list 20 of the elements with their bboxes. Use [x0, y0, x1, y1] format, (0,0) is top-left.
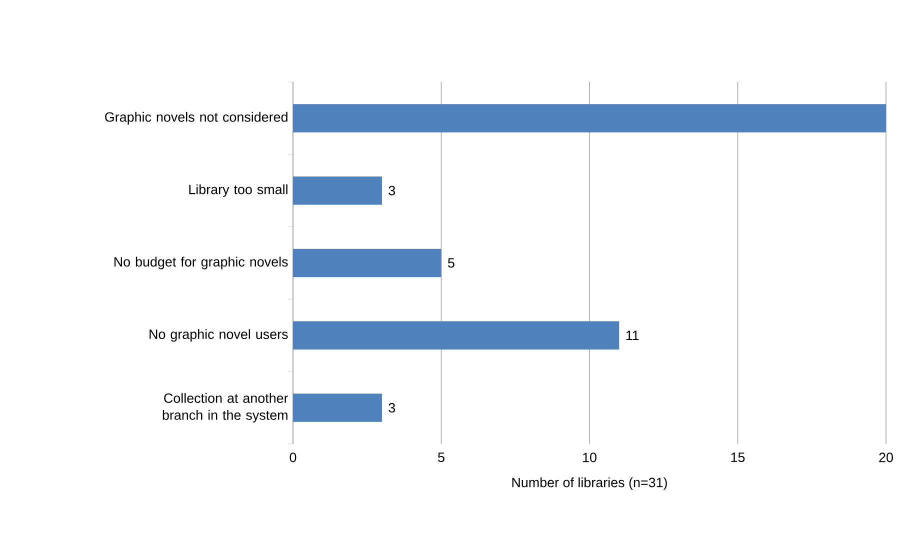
data-label: 3: [388, 403, 396, 413]
y-tick-label: Collection at another branch in the system: [162, 393, 288, 423]
x-axis-title: Number of libraries (n=31): [512, 477, 667, 490]
y-tick-label: No graphic novel users: [150, 329, 288, 342]
bar: [293, 321, 620, 350]
data-label: 11: [626, 330, 639, 340]
x-tick-label: 0: [290, 452, 296, 462]
x-tick-label: 10: [583, 452, 596, 462]
x-tick-label: 5: [438, 452, 444, 462]
data-label: 3: [388, 186, 396, 196]
bar: [293, 248, 442, 278]
y-tick-label: Graphic novels not considered: [105, 112, 288, 124]
y-tick-label: No budget for graphic novels: [114, 256, 288, 270]
x-tick-label: 20: [879, 452, 893, 462]
bar: [293, 104, 886, 132]
x-tick-label: 15: [731, 452, 745, 462]
data-label: 5: [448, 258, 454, 268]
bar: [293, 394, 382, 422]
bar: [293, 176, 382, 205]
y-tick-label: Library too small: [189, 184, 288, 197]
